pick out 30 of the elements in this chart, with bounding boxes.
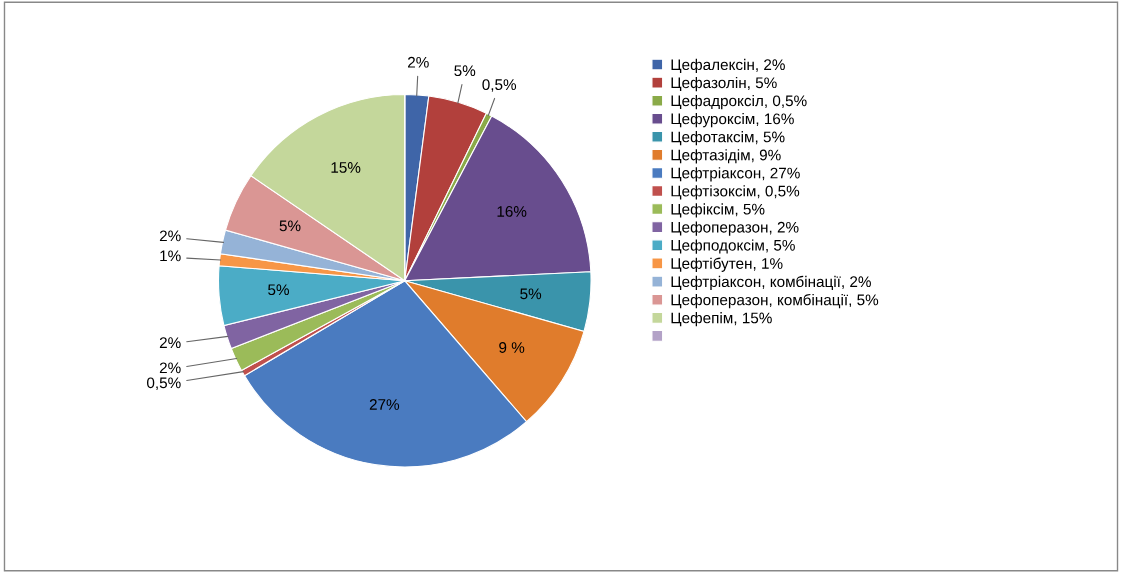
data-label: 0,5%	[482, 79, 517, 92]
legend-label: Цефтріаксон, комбінації, 2%	[671, 275, 871, 291]
data-label: 9 %	[499, 342, 525, 353]
legend-label: Цефоперазон, 2%	[671, 221, 799, 236]
legend-label: Цефподоксім, 5%	[671, 239, 795, 254]
legend-label: Цефалексін, 2%	[671, 58, 785, 74]
data-label: 5%	[520, 288, 542, 300]
data-label: 27%	[369, 399, 400, 410]
legend-label: Цефтазідім, 9%	[671, 149, 781, 164]
data-label: 2%	[408, 56, 429, 68]
legend-label: Цефтібутен, 1%	[671, 257, 783, 272]
legend-label: Цефоперазон, комбінації, 5%	[671, 293, 879, 309]
data-label: 2%	[159, 230, 181, 242]
legend-label: Цефтізоксім, 0,5%	[671, 185, 800, 200]
data-label: 1%	[160, 250, 181, 262]
data-label: 2%	[159, 362, 181, 374]
legend-label: Цефтріаксон, 27%	[671, 167, 800, 182]
data-label: 2%	[159, 337, 181, 348]
data-label: 5%	[279, 220, 301, 232]
data-label: 16%	[497, 206, 527, 217]
legend-label: Цефепім, 15%	[671, 312, 772, 327]
legend-label: Цефадроксіл, 0,5%	[671, 94, 807, 110]
legend-label: Цефазолін, 5%	[671, 76, 777, 92]
data-label: 5%	[268, 284, 289, 296]
data-label: 5%	[454, 65, 476, 77]
legend-label: Цефуроксім, 16%	[671, 113, 794, 128]
data-label: 15%	[331, 162, 361, 173]
legend-label: Цефіксім, 5%	[671, 203, 765, 218]
data-label: 0,5%	[146, 377, 181, 391]
legend-label: Цефотаксім, 5%	[671, 131, 785, 146]
